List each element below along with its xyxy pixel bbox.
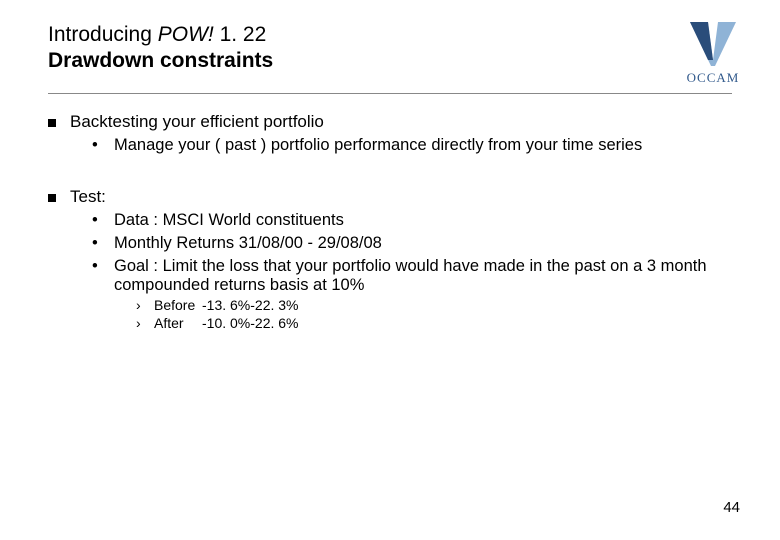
test-data: • Data : MSCI World constituents [92,211,732,230]
dot-bullet-icon: • [92,136,114,155]
backtest-sub-1: • Manage your ( past ) portfolio perform… [92,136,732,155]
title-version: 1. 22 [214,23,267,46]
test-returns: • Monthly Returns 31/08/00 - 29/08/08 [92,234,732,253]
square-bullet-icon [48,187,70,207]
test-before-label: Before [154,297,202,313]
logo-v-icon [684,20,742,68]
slide-title: Introducing POW! 1. 22 Drawdown constrai… [48,22,732,75]
title-rule [48,93,732,94]
backtest-sub-1-text: Manage your ( past ) portfolio performan… [114,136,642,155]
section-test: Test: [48,187,732,207]
test-after-label: After [154,315,202,331]
dot-bullet-icon: • [92,257,114,295]
test-heading: Test: [70,187,106,207]
title-line-2: Drawdown constraints [48,48,732,74]
test-before: › Before -13. 6%-22. 3% [136,297,732,313]
dot-bullet-icon: • [92,234,114,253]
page-number: 44 [723,499,740,516]
backtest-heading: Backtesting your efficient portfolio [70,112,324,132]
square-bullet-icon [48,112,70,132]
test-after-value: -10. 0%-22. 6% [202,315,299,331]
title-line-1: Introducing POW! 1. 22 [48,22,732,48]
angle-bullet-icon: › [136,315,154,331]
test-after: › After -10. 0%-22. 6% [136,315,732,331]
test-goal: • Goal : Limit the loss that your portfo… [92,257,732,295]
spacer [48,155,732,185]
test-before-value: -13. 6%-22. 3% [202,297,299,313]
test-goal-text: Goal : Limit the loss that your portfoli… [114,257,732,295]
angle-bullet-icon: › [136,297,154,313]
dot-bullet-icon: • [92,211,114,230]
test-returns-text: Monthly Returns 31/08/00 - 29/08/08 [114,234,382,253]
title-pre: Introducing [48,23,158,46]
test-data-text: Data : MSCI World constituents [114,211,344,230]
section-backtest: Backtesting your efficient portfolio [48,112,732,132]
logo-text: OCCAM [674,70,752,86]
content: Backtesting your efficient portfolio • M… [48,112,732,331]
title-pow: POW! [158,23,214,46]
occam-logo: OCCAM [674,20,752,86]
slide: OCCAM Introducing POW! 1. 22 Drawdown co… [0,0,780,540]
